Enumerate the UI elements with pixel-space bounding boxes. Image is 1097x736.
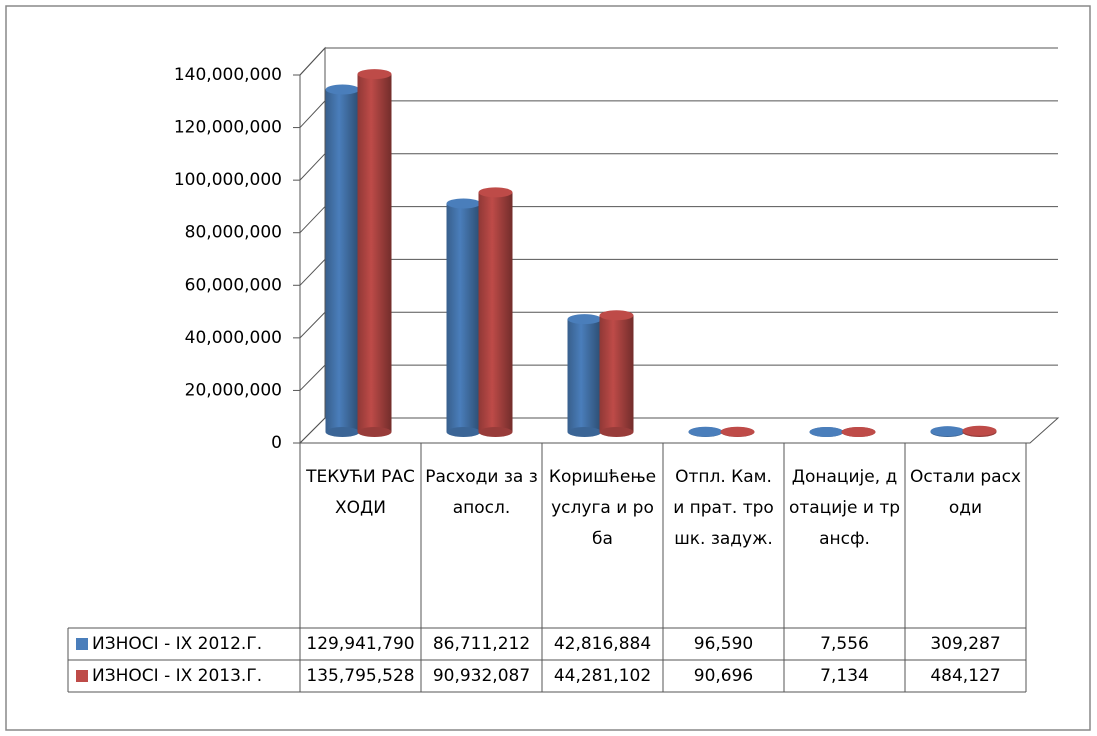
data-label: 7,134 [820,666,869,686]
legend-swatch [76,670,88,682]
y-tick-label: 20,000,000 [185,380,282,400]
y-tick-label: 140,000,000 [174,65,282,85]
grid-line [299,311,1058,339]
data-label: 90,932,087 [433,666,530,686]
bar-base [446,427,481,437]
bar-top [809,426,844,437]
bar-top [567,314,602,325]
bar-base [599,427,634,437]
data-label: 7,556 [820,634,869,654]
bar [446,203,481,432]
category-label: Донације, дотације и трансф. [788,467,901,549]
grid-line [299,206,1058,234]
data-label: 135,795,528 [306,666,414,686]
y-tick-label: 40,000,000 [185,328,282,348]
data-label: 484,127 [930,666,1000,686]
data-label: 42,816,884 [554,634,651,654]
bar-base [357,427,392,437]
bar-base [325,427,360,437]
category-label: ТЕКУЋИ РАСХОДИ [306,467,415,518]
data-label: 96,590 [694,634,753,654]
legend-swatch [76,638,88,650]
bar [567,319,602,432]
y-tick-label: 120,000,000 [174,118,282,138]
bar-top [930,426,965,437]
data-label: 86,711,212 [433,634,530,654]
grid-line [299,364,1058,391]
grid-line [299,153,1058,181]
data-label: 129,941,790 [306,634,414,654]
category-label: Расходи за запосл. [425,467,538,518]
bar [357,74,392,432]
bar [478,192,513,432]
grid-line [299,100,1058,128]
legend-label: ИЗНОСI - IX 2012.Г. [92,634,262,654]
grid-line [299,258,1058,286]
category-label: Отпл. Кам. и прат. трошк. задуж. [673,467,774,549]
y-tick-label: 60,000,000 [185,275,282,295]
bar-top [357,69,392,80]
data-label: 44,281,102 [554,666,651,686]
chart-frame [5,5,1091,731]
bar-top [962,425,997,436]
grid-line [299,47,1058,76]
bar-top [325,84,360,95]
grid-line [299,417,1058,444]
bar-top [478,187,513,198]
data-label: 309,287 [930,634,1000,654]
data-label: 90,696 [694,666,753,686]
bar-base [478,427,513,437]
legend-label: ИЗНОСI - IX 2013.Г. [92,666,262,686]
bar [599,315,634,432]
bar-top [446,198,481,209]
category-label: Коришћење услуга и роба [548,467,657,549]
bar-top [599,310,634,321]
bar-top [688,426,723,437]
y-tick-label: 100,000,000 [174,170,282,190]
bar-top [720,426,755,437]
category-label: Остали расходи [910,467,1021,518]
bar [325,89,360,433]
bar-top [841,426,876,437]
bar-base [567,427,602,437]
y-tick-label: 80,000,000 [185,223,282,243]
y-tick-label: 0 [271,433,282,453]
